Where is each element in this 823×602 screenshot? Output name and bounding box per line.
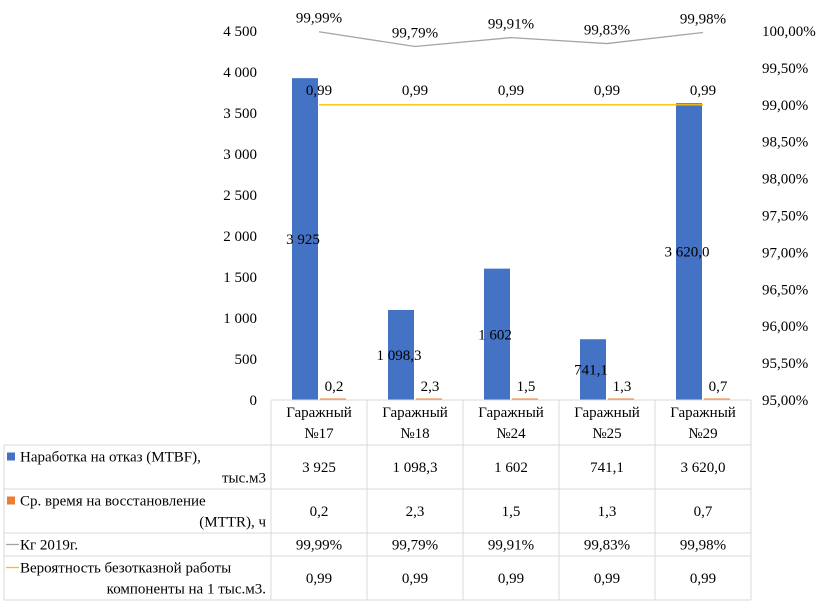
mtbf-data-label: 3 620,0 <box>665 245 710 261</box>
y2-axis-tick-label: 96,50% <box>762 282 808 298</box>
category-label: №17 <box>304 426 334 442</box>
table-cell-value: 99,83% <box>584 538 630 554</box>
y-axis-tick-label: 0 <box>250 393 258 409</box>
category-label: Гаражный <box>574 405 640 421</box>
mttr-data-label: 0,7 <box>709 379 728 395</box>
table-cell-value: 1 602 <box>494 460 528 476</box>
mtbf-legend-key <box>7 452 15 461</box>
kg-line <box>318 31 704 48</box>
y-axis-tick-label: 1 000 <box>223 311 257 327</box>
table-cell-value: 1,5 <box>502 504 521 520</box>
table-cell-value: 0,99 <box>498 571 524 587</box>
series-name: Ср. время на восстановление <box>20 494 206 510</box>
table-cell-value: 0,99 <box>402 571 428 587</box>
prob-data-label: 0,99 <box>498 83 524 99</box>
table-cell-value: 2,3 <box>406 504 425 520</box>
table-cell-value: 3 620,0 <box>681 460 726 476</box>
mtbf-bar <box>484 268 510 400</box>
series-name: тыс.м3 <box>222 471 266 487</box>
kg-data-label: 99,91% <box>488 17 534 33</box>
y2-axis-tick-label: 95,00% <box>762 393 808 409</box>
y2-axis-tick-label: 100,00% <box>762 24 816 40</box>
series-name: Вероятность безотказной работы <box>20 561 231 577</box>
table-cell-value: 1 098,3 <box>393 460 438 476</box>
y2-axis-tick-label: 95,50% <box>762 356 808 372</box>
table-cell-value: 0,2 <box>310 504 329 520</box>
category-label: Гаражный <box>478 405 544 421</box>
mtbf-data-label: 1 098,3 <box>377 348 422 364</box>
series-name: (MTTR), ч <box>199 515 266 531</box>
mtbf-bar <box>676 103 702 400</box>
mtbf-data-label: 1 602 <box>478 327 512 343</box>
mtbf-bar <box>580 339 606 400</box>
table-cell-value: 99,91% <box>488 538 534 554</box>
y-axis-tick-label: 3 000 <box>223 147 257 163</box>
table-cell-value: 99,98% <box>680 538 726 554</box>
kg-data-label: 99,79% <box>392 25 438 41</box>
mttr-data-label: 1,3 <box>613 379 632 395</box>
mttr-data-label: 0,2 <box>325 379 344 395</box>
mtbf-bar <box>388 309 414 400</box>
y-axis-tick-label: 2 500 <box>223 188 257 204</box>
table-cell-value: 0,99 <box>594 571 620 587</box>
table-cell-value: 99,79% <box>392 538 438 554</box>
y-axis-tick-label: 3 500 <box>223 106 257 122</box>
mttr-bar <box>320 398 346 400</box>
kg-data-label: 99,99% <box>296 11 342 27</box>
y2-axis-tick-label: 99,00% <box>762 98 808 114</box>
category-label: Гаражный <box>670 405 736 421</box>
kg-data-label: 99,98% <box>680 11 726 27</box>
prob-data-label: 0,99 <box>690 83 716 99</box>
table-cell-value: 99,99% <box>296 538 342 554</box>
y2-axis-tick-label: 99,50% <box>762 61 808 77</box>
y-axis-tick-label: 2 000 <box>223 229 257 245</box>
y-axis-tick-label: 4 000 <box>223 65 257 81</box>
category-label: Гаражный <box>382 405 448 421</box>
category-label: №25 <box>592 426 621 442</box>
category-label: №18 <box>400 426 429 442</box>
table-cell-value: 3 925 <box>302 460 336 476</box>
mttr-legend-key <box>7 496 15 505</box>
prob-data-label: 0,99 <box>402 83 428 99</box>
y-axis-tick-label: 4 500 <box>223 24 257 40</box>
y-axis-tick-label: 1 500 <box>223 270 257 286</box>
category-label: №29 <box>688 426 717 442</box>
table-cell-value: 741,1 <box>590 460 624 476</box>
kg-data-label: 99,83% <box>584 23 630 39</box>
prob-data-label: 0,99 <box>306 83 332 99</box>
table-cell-value: 0,99 <box>690 571 716 587</box>
mttr-bar <box>416 398 442 400</box>
mtbf-data-label: 741,1 <box>574 363 608 379</box>
category-label: №24 <box>496 426 526 442</box>
mttr-data-label: 1,5 <box>517 379 536 395</box>
y2-axis-tick-label: 97,00% <box>762 245 808 261</box>
mtbf-bar <box>292 78 318 401</box>
series-name: компоненты на 1 тыс.м3. <box>107 582 266 598</box>
table-cell-value: 1,3 <box>598 504 617 520</box>
y2-axis-tick-label: 98,00% <box>762 172 808 188</box>
category-label: Гаражный <box>286 405 352 421</box>
series-name: Кг 2019г. <box>20 538 78 554</box>
table-cell-value: 0,7 <box>694 504 713 520</box>
mttr-bar <box>512 398 538 400</box>
mttr-bar <box>608 398 634 400</box>
table-cell-value: 0,99 <box>306 571 332 587</box>
mttr-bar <box>704 398 730 400</box>
y2-axis-tick-label: 97,50% <box>762 209 808 225</box>
prob-data-label: 0,99 <box>594 83 620 99</box>
y2-axis-tick-label: 96,00% <box>762 319 808 335</box>
series-name: Наработка на отказ (MTBF), <box>20 450 201 466</box>
y-axis-tick-label: 500 <box>235 352 258 368</box>
y2-axis-tick-label: 98,50% <box>762 135 808 151</box>
mtbf-data-label: 3 925 <box>286 232 320 248</box>
mttr-data-label: 2,3 <box>421 379 440 395</box>
